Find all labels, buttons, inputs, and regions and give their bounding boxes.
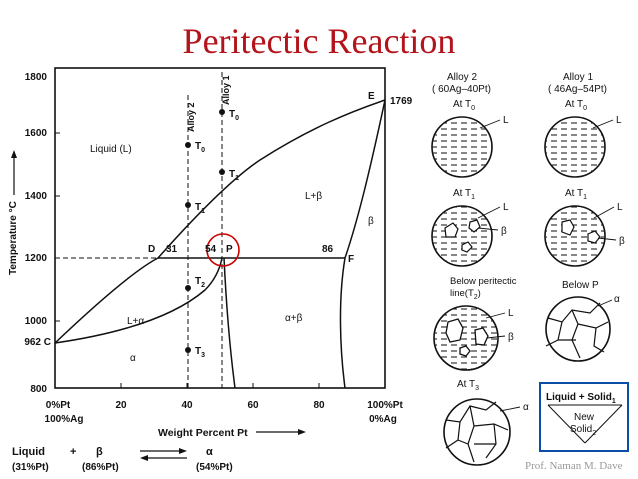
svg-text:Below P: Below P xyxy=(562,280,599,291)
svg-text:β: β xyxy=(501,226,507,237)
svg-text:( 60Ag–40Pt): ( 60Ag–40Pt) xyxy=(432,84,491,95)
label-P: P xyxy=(226,244,233,255)
label-alloy1: Alloy 1 xyxy=(221,75,231,105)
svg-text:β: β xyxy=(96,446,103,458)
svg-text:α: α xyxy=(206,446,213,458)
svg-text:β: β xyxy=(508,332,514,343)
svg-text:T1: T1 xyxy=(195,202,205,215)
svg-text:(86%Pt): (86%Pt) xyxy=(82,462,119,473)
micro-alloy2-T2: L β xyxy=(433,305,514,371)
micro-alloy2-T1: L β xyxy=(431,202,509,267)
svg-text:T2: T2 xyxy=(195,276,205,289)
solidus-beta xyxy=(339,99,386,389)
svg-text:L: L xyxy=(617,202,623,213)
label-F: F xyxy=(348,254,354,265)
label-alpha: α xyxy=(130,353,136,364)
svg-text:( 46Ag–54Pt): ( 46Ag–54Pt) xyxy=(548,84,607,95)
phase-diagram: 1800 1600 1400 1200 1000 962 C 800 Tempe… xyxy=(8,67,413,439)
svg-text:(31%Pt): (31%Pt) xyxy=(12,462,49,473)
svg-text:T0: T0 xyxy=(195,141,205,154)
author-credit: Prof. Naman M. Dave xyxy=(525,460,623,472)
label-54: 54 xyxy=(205,244,217,255)
svg-text:L: L xyxy=(508,308,514,319)
svg-text:L: L xyxy=(616,115,622,126)
svg-text:α: α xyxy=(523,402,529,413)
x-tick: 40 xyxy=(181,400,193,411)
reaction-equation: Liquid + β α (31%Pt) (86%Pt) (54%Pt) xyxy=(12,446,233,473)
svg-text:Below peritectic: Below peritectic xyxy=(450,276,517,287)
svg-text:Liquid: Liquid xyxy=(12,446,45,458)
y-axis-label: Temperature °C xyxy=(8,201,19,275)
micro-alloy2-T0: L xyxy=(431,115,509,178)
y-tick: 1800 xyxy=(25,72,48,83)
label-alloy2: Alloy 2 xyxy=(186,102,196,132)
micro-alloy1-T1: L β xyxy=(544,202,625,267)
label-86: 86 xyxy=(322,244,334,255)
x-tick-bottom: 0%Ag xyxy=(369,414,397,425)
label-alpha-beta: α+β xyxy=(285,313,303,324)
label-D: D xyxy=(148,244,155,255)
svg-text:T3: T3 xyxy=(195,346,205,359)
svg-text:(54%Pt): (54%Pt) xyxy=(196,462,233,473)
slide-title: Peritectic Reaction xyxy=(182,21,456,61)
svg-text:β: β xyxy=(619,236,625,247)
x-axis-label: Weight Percent Pt xyxy=(158,427,248,439)
label-31: 31 xyxy=(166,244,178,255)
svg-text:T1: T1 xyxy=(229,169,239,182)
y-tick: 1400 xyxy=(25,191,48,202)
svg-text:At T1: At T1 xyxy=(453,188,475,201)
svg-text:+: + xyxy=(70,446,76,458)
svg-text:At T1: At T1 xyxy=(565,188,587,201)
y-tick: 1600 xyxy=(25,128,48,139)
y-tick-962: 962 C xyxy=(24,337,51,348)
solvus-alpha xyxy=(223,257,236,389)
svg-text:L: L xyxy=(503,202,509,213)
svg-text:Alloy 1: Alloy 1 xyxy=(563,72,593,83)
peritectic-point-highlight xyxy=(206,233,240,267)
x-tick: 80 xyxy=(313,400,325,411)
liquidus-curve xyxy=(54,99,386,344)
svg-text:New: New xyxy=(574,412,595,423)
label-liquid: Liquid (L) xyxy=(90,144,132,155)
label-beta: β xyxy=(368,216,374,227)
micro-alloy1-belowP: α xyxy=(545,294,620,362)
svg-text:T0: T0 xyxy=(229,109,239,122)
y-tick: 800 xyxy=(30,384,47,395)
x-tick: 0%Pt xyxy=(46,400,71,411)
y-tick: 1000 xyxy=(25,316,48,327)
label-L-beta: L+β xyxy=(305,191,322,202)
svg-text:Alloy 2: Alloy 2 xyxy=(447,72,477,83)
svg-text:line(T2): line(T2) xyxy=(450,288,481,301)
label-E: E xyxy=(368,91,375,102)
svg-text:α: α xyxy=(614,294,620,305)
label-L-alpha: L+α xyxy=(127,316,144,327)
micro-alloy2-T3: α xyxy=(443,398,529,466)
peritectic-legend-box: Liquid + Solid1 New Solid2 xyxy=(539,382,629,452)
y-tick: 1200 xyxy=(25,253,48,264)
plot-frame xyxy=(54,67,386,389)
solidus-alpha xyxy=(54,257,223,344)
x-tick: 100%Pt xyxy=(367,400,403,411)
micro-alloy1-T0: L xyxy=(544,115,622,178)
x-tick: 60 xyxy=(247,400,259,411)
x-tick-bottom: 100%Ag xyxy=(45,414,84,425)
svg-text:L: L xyxy=(503,115,509,126)
x-tick: 20 xyxy=(115,400,127,411)
label-1769: 1769 xyxy=(390,96,413,107)
svg-text:Liquid + Solid1: Liquid + Solid1 xyxy=(546,392,616,405)
svg-text:At T3: At T3 xyxy=(457,379,479,392)
svg-text:Solid2: Solid2 xyxy=(570,424,596,437)
microstructures: Alloy 2 ( 60Ag–40Pt) Alloy 1 ( 46Ag–54Pt… xyxy=(432,72,607,392)
svg-text:At T0: At T0 xyxy=(565,99,587,112)
svg-text:At T0: At T0 xyxy=(453,99,475,112)
